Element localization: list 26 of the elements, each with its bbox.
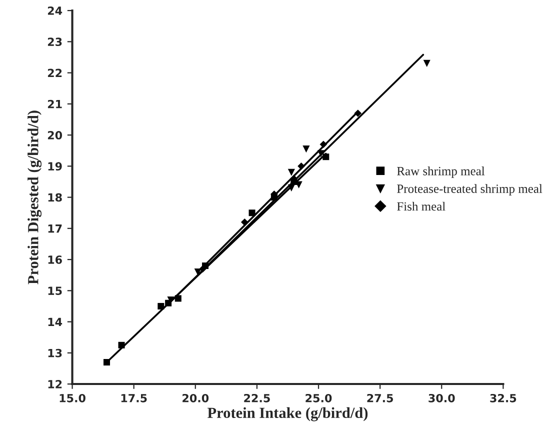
x-tick-label: 27.5 [367,394,393,402]
y-tick-label: 21 [48,100,62,108]
y-tick-label: 14 [48,318,62,326]
legend-label: Protease-treated shrimp meal [397,184,542,196]
y-tick-label: 18 [48,193,62,202]
x-tick-label: 15.0 [60,394,86,402]
legend-label: Raw shrimp meal [397,166,485,178]
x-tick-label: 30.0 [428,394,455,402]
y-tick-label: 22 [48,68,62,78]
legend-label: Fish meal [397,202,446,211]
y-tick-label: 15 [48,286,62,296]
x-tick-label: 17.5 [121,394,147,402]
x-axis-title: Protein Intake (g/bird/d) [207,407,368,422]
y-tick-label: 20 [48,131,62,140]
y-axis-title: Protein Digested (g/bird/d) [28,110,42,284]
x-tick-label: 20.0 [182,394,209,402]
y-tick-label: 19 [48,162,62,171]
y-tick-label: 23 [48,38,62,46]
y-tick-label: 13 [48,348,62,358]
x-tick-label: 32.5 [490,394,516,402]
y-tick-label: 12 [48,380,62,388]
y-tick-label: 17 [48,224,62,233]
y-tick-label: 16 [48,256,62,264]
y-tick-label: 24 [48,6,62,15]
x-tick-label: 22.5 [244,394,270,402]
x-tick-label: 25.0 [306,394,332,402]
